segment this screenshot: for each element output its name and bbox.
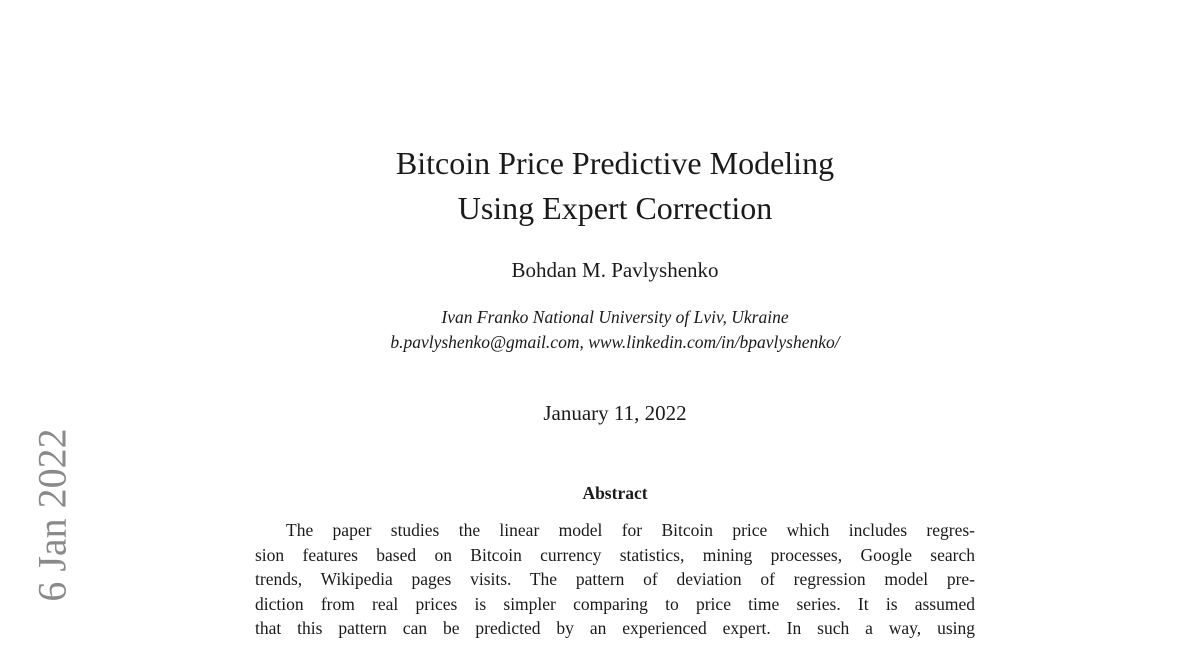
abstract-heading: Abstract (582, 483, 648, 503)
abstract-line: that this pattern can be predicted by an… (255, 618, 975, 638)
author: Bohdan M. Pavlyshenko (511, 258, 719, 282)
title-line: Bitcoin Price Predictive Modeling (395, 145, 835, 181)
contact: b.pavlyshenko@gmail.com, www.linkedin.co… (390, 332, 840, 352)
arxiv-stamp: 6 Jan 2022 (29, 428, 75, 602)
title-line: Using Expert Correction (457, 190, 773, 226)
abstract-line: The paper studies the linear model for B… (286, 520, 975, 540)
abstract-line: trends, Wikipedia pages visits. The patt… (255, 569, 975, 589)
abstract-line: sion features based on Bitcoin currency … (255, 544, 975, 565)
abstract-line: diction from real prices is simpler comp… (255, 593, 975, 614)
date: January 11, 2022 (543, 401, 687, 425)
affiliation: Ivan Franko National University of Lviv,… (441, 307, 789, 327)
